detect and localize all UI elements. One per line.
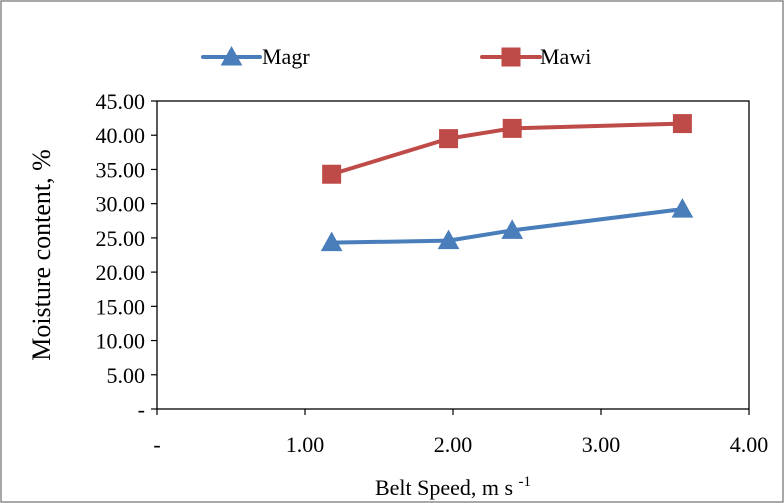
x-axis-title-main: Belt Speed, m s [375, 475, 513, 500]
y-axis-title: Moisture content, % [27, 149, 56, 361]
y-tick-label: 40.00 [96, 123, 146, 148]
y-tick-label: 10.00 [96, 329, 146, 354]
plot-area: - 5.00 10.00 15.00 20.00 25.00 30.00 35.00 40.00… [96, 44, 769, 457]
y-tick-label: - [138, 397, 145, 422]
legend-label-magr: Magr [262, 44, 310, 69]
x-tick-label: 4.00 [730, 432, 769, 457]
x-tick-label: - [153, 432, 160, 457]
data-point-mawi [672, 114, 692, 134]
data-point-mawi [322, 164, 342, 184]
legend-label-mawi: Mawi [540, 44, 591, 69]
y-tick-label: 35.00 [96, 157, 146, 182]
data-point-magr [437, 229, 460, 250]
data-point-magr [501, 219, 524, 239]
y-tick-label: 5.00 [107, 363, 146, 388]
x-axis-title-superscript: -1 [519, 474, 532, 490]
x-tick-label: 1.00 [286, 432, 325, 457]
data-point-mawi [439, 129, 459, 149]
data-point-magr [320, 231, 343, 252]
x-tick-label: 2.00 [434, 432, 473, 457]
y-tick-label: 25.00 [96, 226, 146, 251]
legend-marker-magr [220, 45, 243, 66]
y-tick-label: 45.00 [96, 89, 146, 114]
data-point-magr [671, 198, 694, 218]
data-point-mawi [502, 118, 522, 138]
y-tick-label: 30.00 [96, 192, 146, 217]
series-line-mawi [329, 121, 685, 177]
x-tick-label: 3.00 [582, 432, 621, 457]
y-tick-label: 20.00 [96, 260, 146, 285]
legend-marker-mawi [501, 47, 521, 67]
y-tick-label: 15.00 [96, 294, 146, 319]
series-line-magr [329, 207, 685, 245]
x-axis-title: Belt Speed, m s -1 [375, 474, 531, 500]
